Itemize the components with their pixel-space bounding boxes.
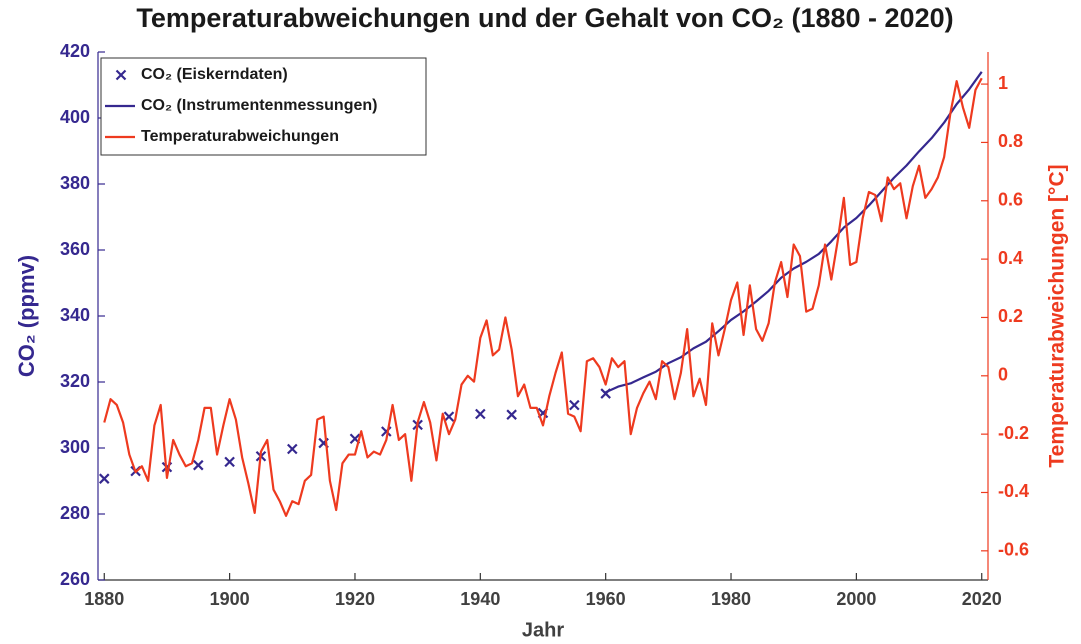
- y-tick-label: 400: [60, 107, 90, 127]
- line-series: [605, 71, 983, 394]
- y2-tick-label: 0.8: [998, 131, 1023, 151]
- scatter-point: [506, 409, 517, 420]
- x-tick-label: 2000: [836, 589, 876, 609]
- y2-axis-label: Temperaturabweichungen [°C]: [1046, 164, 1069, 467]
- y-tick-label: 280: [60, 503, 90, 523]
- legend-marker: [115, 69, 127, 81]
- y2-tick-label: 0: [998, 365, 1008, 385]
- legend-label: CO₂ (Instrumentenmessungen): [141, 97, 377, 114]
- y-tick-label: 340: [60, 305, 90, 325]
- y2-tick-label: -0.2: [998, 423, 1029, 443]
- x-tick-label: 1960: [586, 589, 626, 609]
- x-axis-label: Jahr: [522, 619, 564, 641]
- y-tick-label: 420: [60, 41, 90, 61]
- y2-tick-label: -0.4: [998, 481, 1029, 501]
- x-tick-label: 1920: [335, 589, 375, 609]
- y-tick-label: 380: [60, 173, 90, 193]
- x-tick-label: 1940: [460, 589, 500, 609]
- x-tick-label: 1980: [711, 589, 751, 609]
- scatter-point: [287, 443, 298, 455]
- y2-tick-label: 0.6: [998, 190, 1023, 210]
- scatter-point: [193, 459, 204, 471]
- scatter-point: [475, 408, 486, 420]
- y2-tick-label: 0.4: [998, 248, 1023, 268]
- legend-label: CO₂ (Eiskerndaten): [141, 66, 288, 83]
- y-tick-label: 320: [60, 371, 90, 391]
- y-tick-label: 260: [60, 569, 90, 589]
- legend-label: Temperaturabweichungen: [141, 128, 339, 145]
- y2-tick-label: -0.6: [998, 540, 1029, 560]
- chart-title: Temperaturabweichungen und der Gehalt vo…: [136, 3, 953, 33]
- y-tick-label: 300: [60, 437, 90, 457]
- y2-tick-label: 0.2: [998, 306, 1023, 326]
- y-axis-label: CO₂ (ppmv): [14, 255, 39, 377]
- scatter-point: [569, 399, 580, 411]
- scatter-point: [98, 473, 110, 484]
- y-tick-label: 360: [60, 239, 90, 259]
- x-tick-label: 2020: [962, 589, 1002, 609]
- y2-tick-label: 1: [998, 73, 1008, 93]
- legend-box: [100, 57, 427, 156]
- scatter-point: [224, 456, 235, 468]
- x-tick-label: 1900: [210, 589, 250, 609]
- line-series: [103, 77, 983, 517]
- scatter-point: [443, 411, 455, 422]
- x-tick-label: 1880: [84, 589, 124, 609]
